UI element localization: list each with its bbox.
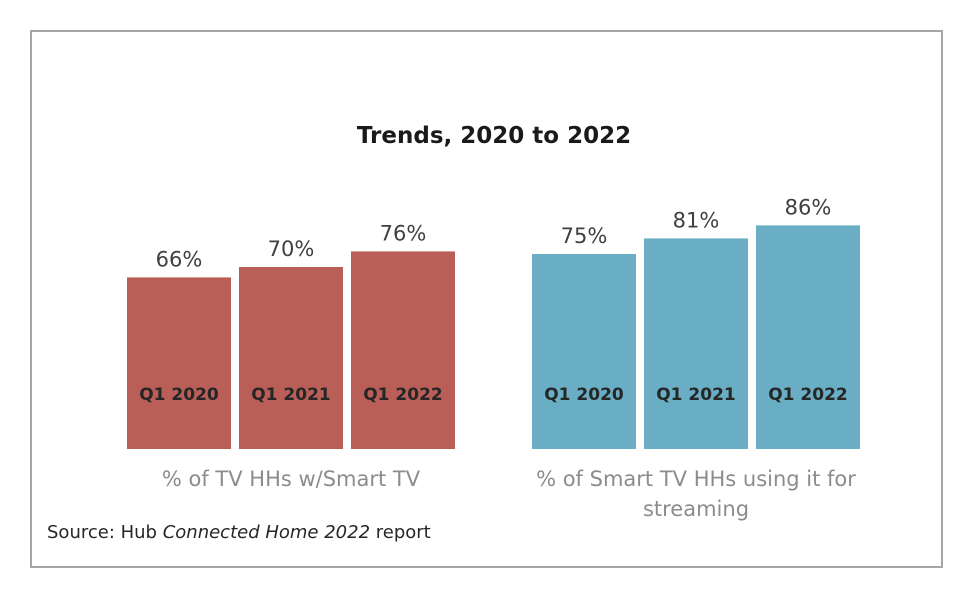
- data-label-series1-1: 66%: [156, 247, 203, 271]
- category-label-series1-2: Q1 2021: [251, 385, 331, 405]
- bar-series2-2: [644, 238, 748, 449]
- source-prefix: Source: Hub: [47, 522, 163, 543]
- category-label-series2-3: Q1 2022: [768, 385, 848, 405]
- category-label-series2-2: Q1 2021: [656, 385, 736, 405]
- chart-title: Trends, 2020 to 2022: [357, 123, 631, 149]
- category-label-series1-1: Q1 2020: [139, 385, 219, 405]
- group-label-series2-line1: % of Smart TV HHs using it for: [536, 467, 856, 491]
- bar-series1-3: [351, 251, 455, 449]
- data-label-series2-3: 86%: [785, 195, 832, 219]
- data-label-series2-2: 81%: [673, 208, 720, 232]
- group-label-series1: % of TV HHs w/Smart TV: [162, 467, 421, 491]
- bar-series2-1: [532, 254, 636, 449]
- category-label-series1-3: Q1 2022: [363, 385, 443, 405]
- source-note: Source: Hub Connected Home 2022 report: [47, 522, 431, 543]
- category-label-series2-1: Q1 2020: [544, 385, 624, 405]
- source-suffix: report: [370, 522, 431, 543]
- data-label-series1-2: 70%: [268, 237, 315, 261]
- bar-series1-2: [239, 267, 343, 449]
- bar-series1-1: [127, 277, 231, 449]
- source-report-name: Connected Home 2022: [162, 522, 371, 543]
- data-label-series1-3: 76%: [380, 221, 427, 245]
- chart-frame: [30, 30, 943, 568]
- group-label-series2-line2: streaming: [643, 497, 749, 521]
- data-label-series2-1: 75%: [561, 224, 608, 248]
- bar-series2-3: [756, 225, 860, 449]
